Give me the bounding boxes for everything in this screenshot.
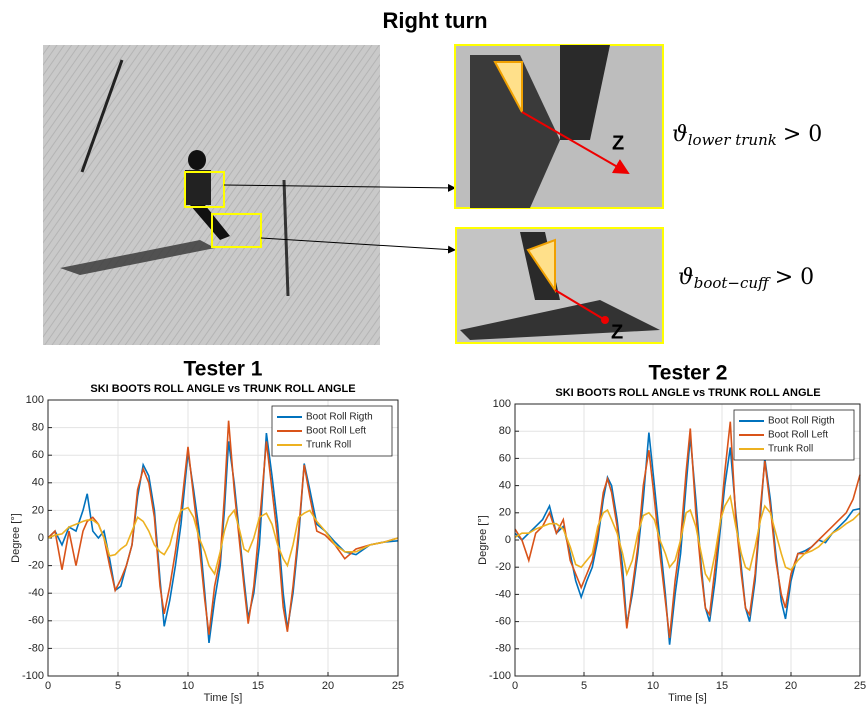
y-tick-label: -80: [28, 642, 44, 654]
legend-label: Boot Roll Left: [768, 430, 828, 441]
y-tick-label: 0: [505, 534, 511, 546]
legend-label: Trunk Roll: [768, 444, 813, 455]
y-axis-label: Degree [°]: [10, 513, 22, 563]
y-tick-label: 20: [499, 507, 511, 519]
legend: Boot Roll Rigth Boot Roll Left Trunk Roll: [271, 405, 393, 457]
data-line: [514, 421, 861, 638]
x-tick-label: 5: [581, 680, 587, 692]
y-tick-label: 100: [26, 394, 44, 406]
eq-subscript: boot−cuff: [694, 274, 771, 292]
x-tick-label: 20: [785, 680, 797, 692]
x-tick-label: 15: [716, 680, 728, 692]
axis-label: Z: [612, 132, 624, 154]
eq-subscript: lower trunk: [688, 131, 777, 149]
eq-symbol: ϑ: [672, 122, 688, 147]
y-tick-label: -40: [28, 587, 44, 599]
y-axis-label: Degree [°]: [477, 515, 489, 565]
axis-label: Z: [611, 321, 623, 343]
y-tick-label: -20: [28, 560, 44, 572]
equation: ϑboot−cuff > 0: [678, 265, 814, 292]
y-tick-label: 0: [38, 532, 44, 544]
y-tick-label: -20: [495, 561, 511, 573]
x-axis-label: Time [s]: [204, 692, 243, 704]
figure-title: Right turn: [382, 8, 487, 33]
y-tick-label: -80: [495, 643, 511, 655]
data-line: [514, 432, 861, 645]
x-tick-label: 20: [322, 680, 334, 692]
legend-label: Trunk Roll: [306, 440, 351, 451]
chart-title: Tester 2: [649, 362, 728, 385]
y-tick-label: -60: [495, 616, 511, 628]
chart-title: Tester 1: [184, 358, 263, 381]
data-line: [514, 494, 861, 583]
y-tick-label: 40: [499, 480, 511, 492]
photo: [43, 45, 456, 345]
eq-relation: > 0: [775, 265, 814, 290]
x-tick-label: 5: [115, 680, 121, 692]
y-tick-label: 100: [493, 398, 511, 410]
legend-label: Boot Roll Rigth: [306, 412, 373, 423]
zoom-trunk: Z: [454, 44, 664, 209]
y-tick-label: 80: [499, 425, 511, 437]
equation: ϑlower trunk > 0: [672, 122, 822, 149]
chart-subtitle: SKI BOOTS ROLL ANGLE vs TRUNK ROLL ANGLE: [555, 387, 820, 399]
x-tick-label: 0: [45, 680, 51, 692]
y-tick-label: 60: [499, 452, 511, 464]
plot-frame: [47, 399, 399, 677]
y-tick-label: -100: [22, 670, 44, 682]
legend-label: Boot Roll Left: [306, 426, 366, 437]
plot-frame: [514, 403, 861, 677]
eq-relation: > 0: [783, 122, 822, 147]
y-tick-label: 60: [32, 449, 44, 461]
y-tick-label: 20: [32, 504, 44, 516]
x-tick-label: 10: [647, 680, 659, 692]
x-tick-label: 10: [182, 680, 194, 692]
legend: Boot Roll Rigth Boot Roll Left Trunk Roll: [733, 409, 855, 461]
x-tick-label: 25: [854, 680, 866, 692]
eq-symbol: ϑ: [678, 265, 694, 290]
data-line: [47, 506, 399, 576]
chart: Tester 2 SKI BOOTS ROLL ANGLE vs TRUNK RO…: [477, 362, 866, 704]
y-tick-label: -100: [489, 670, 511, 682]
y-tick-label: -40: [495, 588, 511, 600]
y-tick-label: 80: [32, 422, 44, 434]
x-tick-label: 0: [512, 680, 518, 692]
legend-label: Boot Roll Rigth: [768, 416, 835, 427]
chart-subtitle: SKI BOOTS ROLL ANGLE vs TRUNK ROLL ANGLE: [90, 383, 355, 395]
x-axis-label: Time [s]: [668, 692, 707, 704]
x-tick-label: 25: [392, 680, 404, 692]
y-tick-label: 40: [32, 477, 44, 489]
chart: Tester 1 SKI BOOTS ROLL ANGLE vs TRUNK RO…: [10, 358, 404, 704]
y-tick-label: -60: [28, 615, 44, 627]
x-tick-label: 15: [252, 680, 264, 692]
zoom-boot: Z: [455, 227, 664, 344]
